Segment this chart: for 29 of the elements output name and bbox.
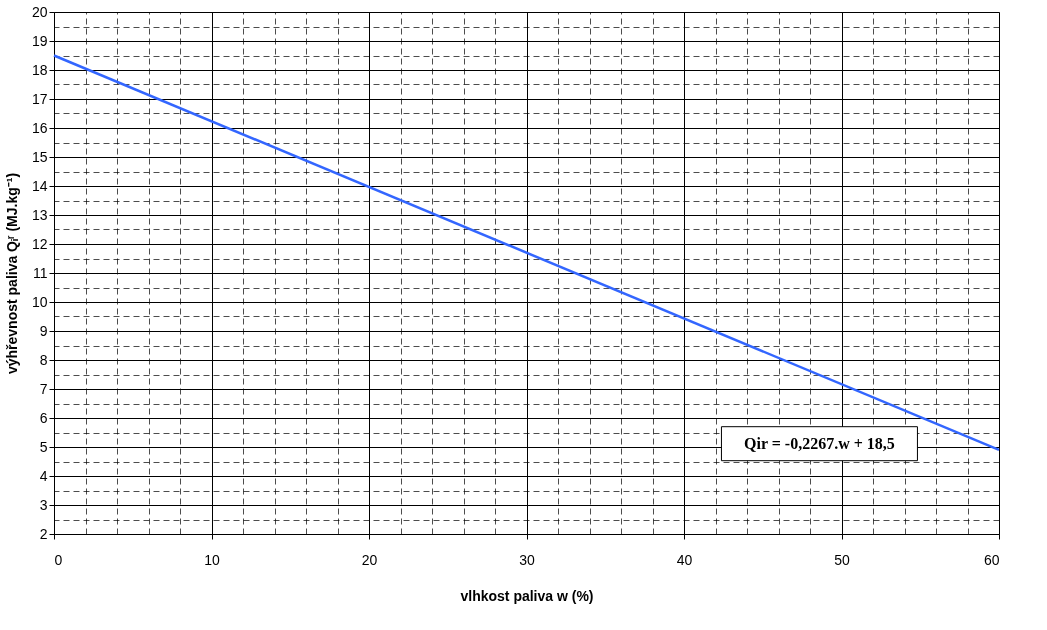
y-tick-label: 8 [39,351,48,368]
y-tick-label: 14 [31,177,48,194]
y-tick-label: 20 [31,3,48,20]
x-tick-label: 60 [983,551,1000,568]
y-tick-label: 3 [39,496,48,513]
y-tick-label: 5 [39,438,48,455]
y-tick-label: 12 [31,235,48,252]
y-tick-label: 15 [31,148,48,165]
x-tick-label: 0 [54,551,63,568]
y-tick-label: 16 [31,119,48,136]
y-axis-title: výhřevnost paliva Qᵢʳ (MJ.kg⁻¹) [3,172,20,375]
x-tick-label: 20 [361,551,378,568]
y-tick-label: 4 [39,467,48,484]
x-tick-label: 10 [204,551,220,568]
y-tick-label: 11 [32,264,48,281]
y-tick-label: 10 [31,293,48,310]
y-tick-label: 6 [39,409,48,426]
x-tick-label: 50 [834,551,850,568]
y-tick-label: 2 [39,525,48,542]
y-tick-label: 17 [31,90,48,107]
y-tick-label: 13 [31,206,48,223]
y-tick-label: 19 [31,32,48,49]
y-tick-label: 18 [31,61,48,78]
y-tick-label: 9 [39,322,48,339]
x-tick-label: 30 [519,551,535,568]
x-axis-title: vlhkost paliva w (%) [460,587,594,604]
annotation: Qir = -0,2267.w + 18,5 [744,434,895,452]
x-tick-label: 40 [676,551,693,568]
y-tick-label: 7 [39,380,48,397]
